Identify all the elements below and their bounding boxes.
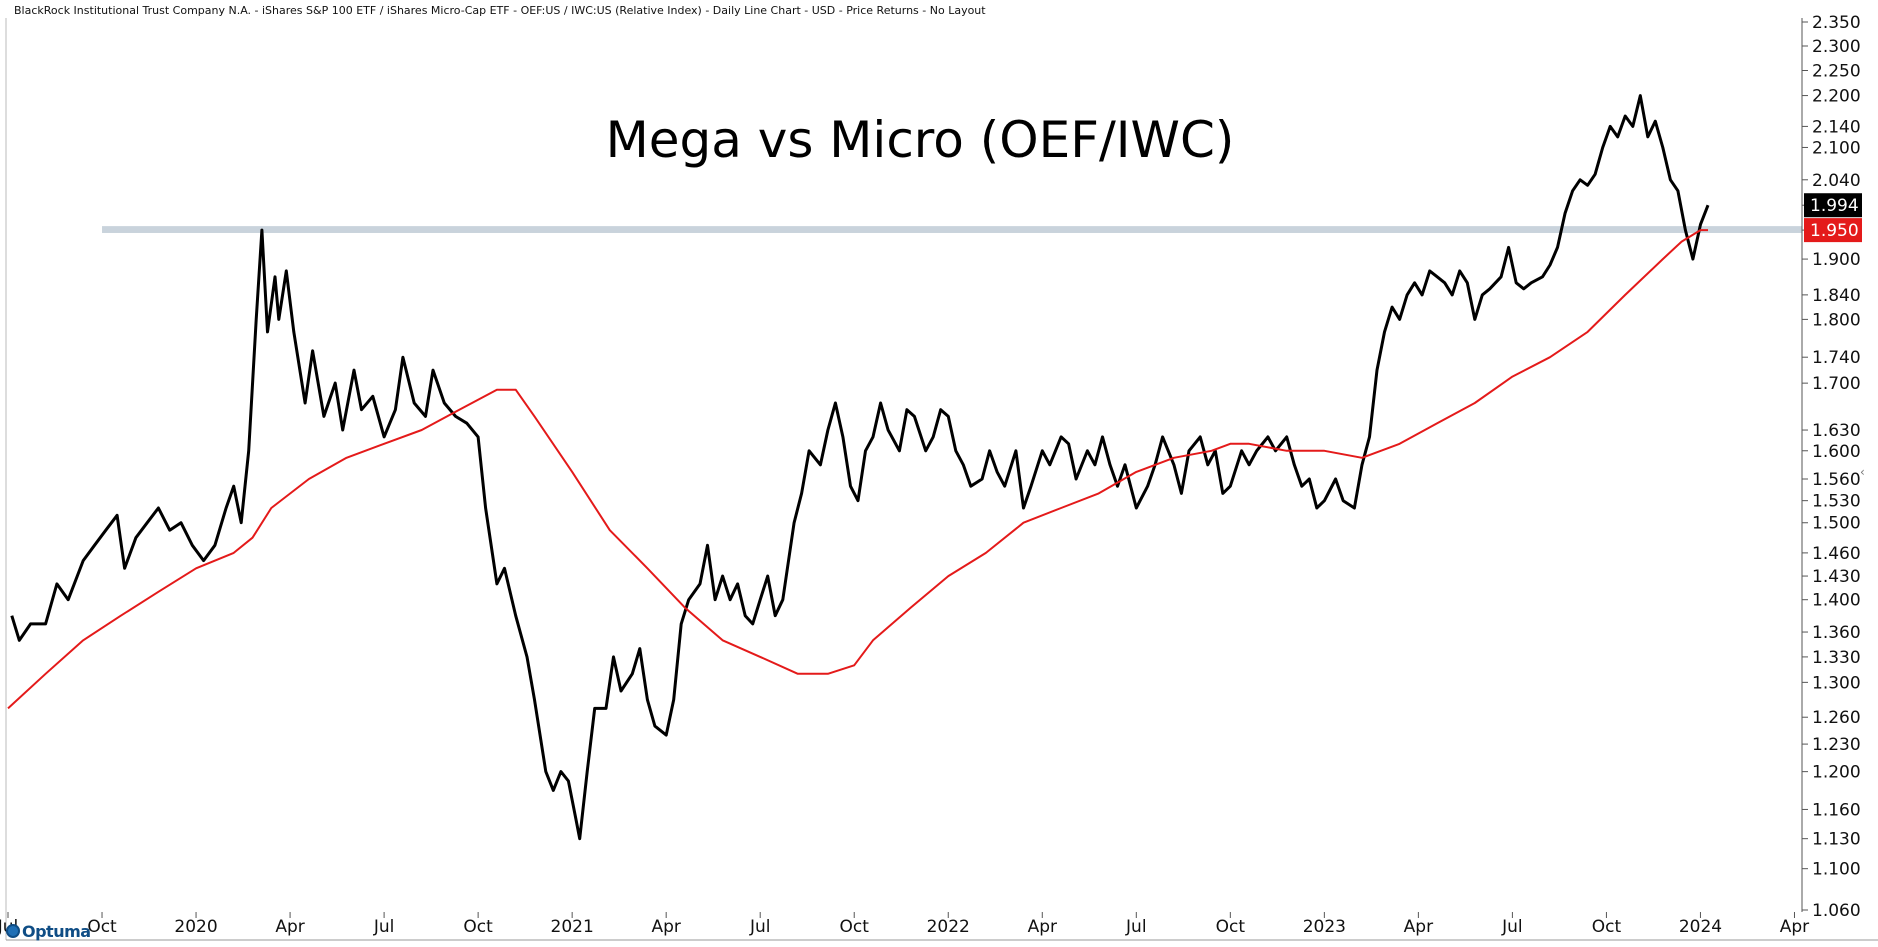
y-tick-label: 1.360: [1812, 623, 1861, 643]
x-tick-label: 2022: [927, 917, 970, 937]
price-label-text: 1.994: [1810, 196, 1859, 216]
y-tick-label: 1.200: [1812, 763, 1861, 783]
resistance-band: [102, 226, 1803, 233]
x-tick-label: Apr: [1404, 917, 1433, 937]
y-tick-label: 2.350: [1812, 13, 1861, 33]
y-tick-label: 1.160: [1812, 800, 1861, 820]
optuma-logo: Optuma: [6, 920, 91, 942]
price-label-box: [1804, 218, 1862, 243]
y-tick-label: 1.230: [1812, 735, 1861, 755]
y-tick-label: 1.260: [1812, 708, 1861, 728]
y-tick-label: 1.060: [1812, 901, 1861, 921]
x-tick-label: Apr: [1780, 917, 1809, 937]
y-tick-label: 1.530: [1812, 492, 1861, 512]
y-tick-label: 2.100: [1812, 138, 1861, 158]
y-tick-label: 1.630: [1812, 421, 1861, 441]
optuma-logo-icon: [6, 924, 20, 938]
optuma-logo-text: Optuma: [22, 921, 91, 941]
y-tick-label: 2.250: [1812, 62, 1861, 82]
x-tick-label: Oct: [1216, 917, 1246, 937]
y-tick-label: 1.300: [1812, 673, 1861, 693]
x-tick-label: Jul: [373, 917, 395, 937]
x-tick-label: Apr: [275, 917, 304, 937]
x-tick-label: 2021: [551, 917, 594, 937]
y-tick-label: 2.300: [1812, 37, 1861, 57]
x-tick-label: Apr: [1028, 917, 1057, 937]
y-tick-label: 1.460: [1812, 544, 1861, 564]
y-tick-label: 1.800: [1812, 310, 1861, 330]
x-tick-label: 2023: [1303, 917, 1346, 937]
x-tick-label: Oct: [840, 917, 870, 937]
y-tick-label: 2.040: [1812, 171, 1861, 191]
y-tick-label: 1.900: [1812, 250, 1861, 270]
x-tick-label: 2020: [174, 917, 217, 937]
price-label-text: 1.950: [1810, 221, 1859, 241]
chart-title: Mega vs Micro (OEF/IWC): [606, 111, 1235, 169]
y-tick-label: 1.840: [1812, 286, 1861, 306]
y-tick-label: 1.600: [1812, 442, 1861, 462]
label-layer: 1.994 1.950: [1804, 193, 1862, 243]
axis-layer: 1.060 1.100 1.130 1.160 1.200 1.230 1.260 1.300…: [0, 13, 1878, 941]
y-tick-label: 1.100: [1812, 860, 1861, 880]
x-tick-label: Oct: [463, 917, 493, 937]
y-tick-label: 1.700: [1812, 374, 1861, 394]
y-tick-label: 1.330: [1812, 648, 1861, 668]
x-tick-label: Oct: [1592, 917, 1622, 937]
collapse-arrow-icon[interactable]: ‹: [1860, 465, 1865, 479]
y-tick-label: 2.200: [1812, 87, 1861, 107]
series-layer: [7, 94, 1710, 841]
x-tick-label: 2024: [1679, 917, 1722, 937]
y-tick-label: 2.140: [1812, 117, 1861, 137]
price-label-box: [1804, 193, 1862, 218]
price-ratio-line: [10, 94, 1710, 841]
y-tick-label: 1.400: [1812, 591, 1861, 611]
y-tick-label: 1.560: [1812, 470, 1861, 490]
y-tick-label: 1.130: [1812, 830, 1861, 850]
chart-header: BlackRock Institutional Trust Company N.…: [14, 4, 986, 17]
resistance-band-layer: [102, 226, 1803, 233]
x-tick-label: Apr: [651, 917, 680, 937]
y-tick-label: 1.500: [1812, 514, 1861, 534]
x-tick-label: Jul: [1501, 917, 1523, 937]
x-tick-label: Jul: [749, 917, 771, 937]
x-tick-label: Oct: [87, 917, 117, 937]
x-tick-label: Jul: [1125, 917, 1147, 937]
y-tick-label: 1.740: [1812, 348, 1861, 368]
y-tick-label: 1.430: [1812, 567, 1861, 587]
moving-average-line: [7, 229, 1708, 710]
